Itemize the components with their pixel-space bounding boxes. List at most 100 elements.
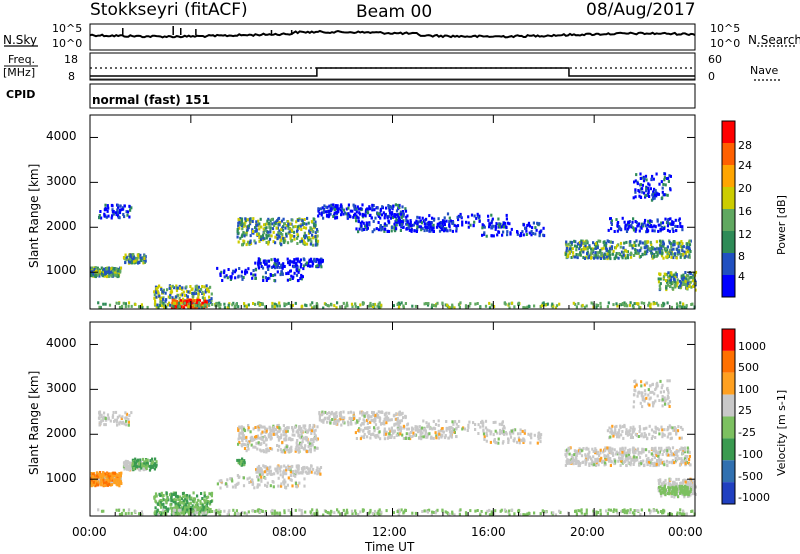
echo-cell	[569, 461, 572, 464]
echo-cell	[125, 423, 128, 427]
echo-cell	[400, 212, 403, 216]
echo-cell	[127, 259, 131, 263]
echo-cell	[154, 299, 157, 303]
echo-cell	[457, 425, 460, 428]
echo-cell	[441, 222, 444, 226]
echo-cell	[264, 465, 267, 469]
echo-cell	[634, 188, 637, 192]
echo-cell	[522, 437, 525, 441]
echo-cell	[302, 264, 306, 268]
echo-cell	[397, 420, 400, 424]
echo-cell	[241, 429, 244, 433]
echo-cell	[377, 426, 380, 430]
echo-cell	[530, 230, 533, 233]
echo-cell	[624, 223, 627, 227]
echo-cell	[108, 268, 111, 272]
echo-cell	[173, 498, 176, 501]
echo-cell	[245, 219, 248, 222]
echo-cell	[595, 244, 598, 248]
echo-cell	[455, 229, 458, 233]
echo-cell	[492, 421, 495, 424]
echo-cell	[196, 304, 199, 308]
echo-cell	[364, 214, 367, 218]
echo-cell	[577, 253, 580, 257]
echo-cell	[658, 461, 661, 465]
echo-cell	[457, 303, 461, 307]
echo-cell	[643, 221, 646, 225]
echo-cell	[361, 413, 364, 417]
echo-cell	[612, 249, 615, 253]
echo-cell	[372, 303, 375, 306]
echo-cell	[416, 222, 419, 226]
echo-cell	[412, 427, 415, 431]
echo-cell	[400, 224, 403, 228]
echo-cell	[302, 436, 305, 440]
echo-cell	[143, 254, 146, 258]
echo-cell	[130, 206, 133, 210]
echo-cell	[600, 251, 603, 255]
echo-cell	[436, 222, 439, 226]
echo-cell	[182, 505, 185, 509]
echo-cell	[603, 240, 606, 244]
echo-cell	[567, 253, 570, 257]
echo-cell	[542, 226, 545, 230]
echo-cell	[404, 414, 407, 418]
echo-cell	[176, 494, 179, 498]
echo-cell	[372, 204, 375, 207]
echo-cell	[298, 428, 302, 431]
echo-cell	[119, 266, 123, 270]
echo-cell	[306, 236, 309, 240]
echo-cell	[564, 453, 567, 457]
echo-cell	[650, 243, 653, 246]
echo-cell	[648, 195, 651, 198]
echo-cell	[265, 279, 268, 282]
echo-cell	[125, 419, 128, 423]
echo-cell	[427, 422, 430, 426]
echo-cell	[237, 224, 240, 228]
echo-cell	[531, 226, 534, 230]
echo-cell	[481, 419, 484, 423]
echo-cell	[604, 461, 607, 465]
echo-cell	[395, 433, 398, 437]
echo-cell	[289, 474, 292, 478]
echo-cell	[525, 229, 528, 233]
echo-cell	[424, 434, 427, 438]
echo-cell	[340, 210, 343, 214]
echo-cell	[339, 305, 342, 309]
echo-cell	[259, 470, 262, 474]
echo-cell	[154, 302, 157, 306]
echo-cell	[674, 281, 677, 285]
echo-cell	[375, 412, 378, 416]
echo-cell	[523, 429, 527, 433]
echo-cell	[390, 212, 394, 216]
echo-cell	[288, 259, 291, 263]
echo-cell	[258, 424, 261, 428]
echo-cell	[339, 204, 342, 208]
echo-cell	[617, 451, 620, 455]
echo-cell	[472, 421, 475, 425]
echo-cell	[680, 457, 683, 461]
echo-cell	[279, 221, 282, 224]
echo-cell	[183, 294, 186, 297]
echo-cell	[363, 228, 366, 231]
echo-cell	[117, 268, 120, 272]
echo-cell	[440, 429, 443, 432]
echo-cell	[257, 264, 260, 268]
echo-cell	[330, 303, 333, 307]
echo-cell	[257, 476, 260, 480]
echo-cell	[517, 432, 520, 436]
echo-cell	[242, 434, 245, 438]
echo-cell	[581, 461, 584, 464]
echo-cell	[98, 274, 101, 278]
echo-cell	[157, 292, 160, 296]
echo-cell	[636, 458, 639, 462]
echo-cell	[421, 216, 424, 220]
echo-cell	[335, 216, 338, 220]
echo-cell	[488, 225, 491, 229]
echo-cell	[138, 260, 141, 264]
echo-cell	[203, 296, 206, 300]
echo-cell	[476, 214, 479, 218]
echo-cell	[344, 305, 347, 309]
echo-cell	[667, 275, 670, 279]
echo-cell	[671, 280, 674, 284]
